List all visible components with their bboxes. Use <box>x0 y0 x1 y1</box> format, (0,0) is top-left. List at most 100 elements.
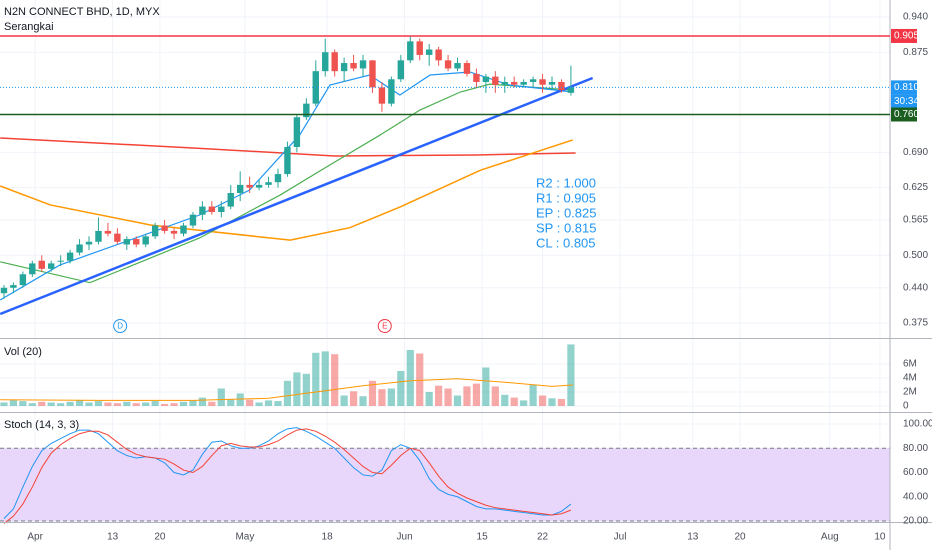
candle-body <box>151 225 159 237</box>
candle-body <box>29 263 36 275</box>
y-tick-label: 6M <box>903 359 917 370</box>
volume-bar <box>349 391 358 406</box>
volume-bar <box>444 388 452 406</box>
volume-title: Vol (20) <box>4 346 42 358</box>
volume-bar <box>208 401 216 406</box>
candle-body <box>511 81 518 85</box>
candle-body <box>501 81 508 85</box>
candle-body <box>388 79 395 104</box>
volume-bar <box>283 380 292 406</box>
volume-bar <box>57 403 65 406</box>
volume-bar <box>198 397 206 406</box>
candle-body <box>416 41 423 55</box>
volume-bar <box>520 400 528 406</box>
candle-body <box>359 60 367 69</box>
level-label-box <box>891 28 917 43</box>
volume-bar <box>482 367 490 406</box>
candle-body <box>85 241 93 245</box>
candle-body <box>218 206 225 212</box>
y-tick-label: 0.500 <box>903 250 928 261</box>
candle-body <box>265 182 272 185</box>
volume-bar <box>340 395 348 406</box>
y-tick-label: 60.00 <box>903 467 928 478</box>
volume-bar <box>19 401 27 406</box>
candle-body <box>463 63 471 74</box>
volume-bar <box>406 350 414 406</box>
volume-bar <box>179 401 188 406</box>
candle-body <box>520 81 527 85</box>
candle-body <box>255 184 263 188</box>
candle-body <box>0 287 8 294</box>
volume-bar <box>246 399 254 406</box>
annotation: CL : 0.805 <box>536 235 596 250</box>
candle-body <box>208 206 216 212</box>
candle-body <box>10 285 17 288</box>
candle-body <box>104 230 112 234</box>
y-tick-label: 20.00 <box>903 516 928 527</box>
volume-bar <box>548 398 556 406</box>
volume-bar <box>161 403 169 406</box>
candle-body <box>567 87 575 93</box>
candle-body <box>66 252 74 261</box>
level-label: 0.905 <box>894 31 919 42</box>
volume-bar <box>38 401 46 406</box>
annotation: SP : 0.815 <box>536 220 596 235</box>
annotation: R2 : 1.000 <box>536 175 596 190</box>
candle-body <box>57 260 64 262</box>
y-tick-label: 0.940 <box>903 12 928 23</box>
volume-bar <box>0 402 8 406</box>
candle-body <box>95 230 102 242</box>
x-tick-label: 20 <box>734 532 746 543</box>
y-tick-label: 0.375 <box>903 318 928 329</box>
candle-body <box>48 263 55 269</box>
volume-bar <box>538 395 547 406</box>
volume-bar <box>104 402 112 406</box>
event-label: E <box>382 322 387 331</box>
x-tick-label: May <box>235 532 254 543</box>
volume-bar <box>9 399 18 406</box>
volume-bar <box>75 400 84 406</box>
volume-bar <box>387 388 395 406</box>
volume-bar <box>501 394 509 406</box>
volume-ma <box>0 378 573 401</box>
candle-body <box>303 103 310 118</box>
overlay: Apr 13 20 May 18 Jun 15 22 Jul 13 20 Aug 10 0.940 0.87… <box>0 12 932 543</box>
volume-bar <box>368 380 377 406</box>
candle-body <box>236 184 244 194</box>
candle-body <box>274 174 282 183</box>
volume-bar <box>302 373 310 406</box>
candle-body <box>369 60 376 88</box>
candle-body <box>19 274 27 286</box>
volume-bar <box>416 353 424 406</box>
y-tick-label: 0.875 <box>903 47 928 58</box>
volume-bar <box>425 392 433 406</box>
candle-body <box>340 63 348 72</box>
candle-body <box>397 60 405 80</box>
indicator-line <box>0 83 573 284</box>
volume-bar <box>463 386 471 406</box>
countdown: 30:34 <box>894 96 919 107</box>
candle-body <box>539 79 546 85</box>
candle-body <box>161 225 168 231</box>
level-label-box <box>891 107 917 122</box>
y-tick-label: 0.565 <box>903 215 928 226</box>
candle-body <box>473 73 480 82</box>
level-label: 0.810 <box>894 82 919 93</box>
grid <box>0 0 890 522</box>
volume-bar <box>255 402 263 406</box>
candle-body <box>378 87 386 104</box>
volume-bar <box>47 402 55 406</box>
candle-body <box>548 81 556 85</box>
candle-body <box>350 63 357 69</box>
candle-body <box>444 60 452 69</box>
volume-bar <box>28 403 36 406</box>
stoch-line <box>3 428 572 524</box>
volume-bar <box>293 372 301 406</box>
candle-body <box>293 117 301 147</box>
volume-bar <box>378 389 386 406</box>
volume-bar <box>94 401 103 406</box>
candle-body <box>142 236 149 245</box>
candle-body <box>133 239 140 245</box>
event-label: D <box>117 322 123 331</box>
stoch-band <box>0 448 890 522</box>
